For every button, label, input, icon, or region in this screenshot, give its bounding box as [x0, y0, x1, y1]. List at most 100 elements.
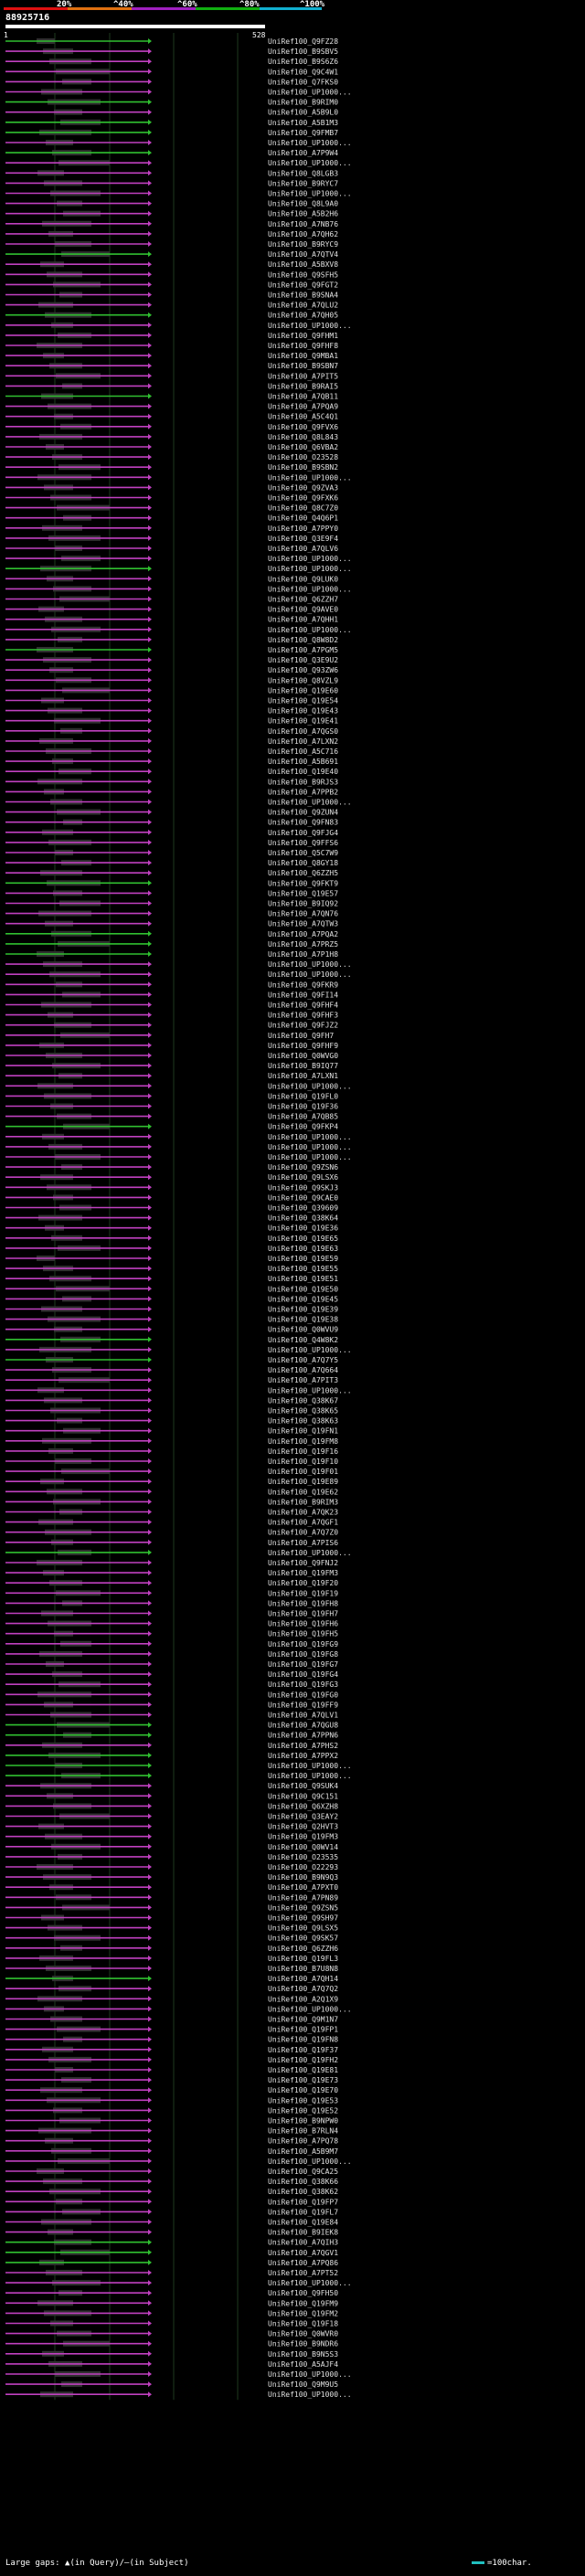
hit-arrow: [147, 2178, 152, 2185]
hit-label: UniRef100_A7PXT0: [268, 1883, 338, 1892]
hit-row: UniRef100_A7QLU2: [5, 302, 338, 310]
hit-row: UniRef100_Q19F01: [5, 1468, 338, 1476]
hit-label: UniRef100_A5BXV8: [268, 260, 338, 269]
hit-arrow: [147, 940, 152, 947]
hit-arrow: [147, 1661, 152, 1667]
hit-label: UniRef100_Q19FG3: [268, 1680, 338, 1689]
hit-label: UniRef100_A7P1H8: [268, 950, 338, 959]
hit-label: UniRef100_B9S6Z6: [268, 58, 338, 66]
hit-label: UniRef100_Q38K64: [268, 1214, 338, 1223]
hit-label: UniRef100_A7QK23: [268, 1509, 338, 1517]
hit-row: UniRef100_A7PPX2: [5, 1752, 338, 1760]
hit-label: UniRef100_B9RIM3: [268, 1498, 338, 1506]
hit-arrow: [147, 748, 152, 754]
hit-row: UniRef100_UP1000...: [5, 190, 352, 198]
query-id: 88925716: [5, 13, 50, 23]
hit-row: UniRef100_Q9FXK6: [5, 494, 338, 503]
hit-label: UniRef100_B9IQ77: [268, 1062, 338, 1070]
hit-arrow: [147, 1073, 152, 1079]
hit-row: UniRef100_Q9C4W1: [5, 68, 338, 76]
hit-label: UniRef100_UP1000...: [268, 159, 352, 167]
hit-arrow: [147, 1256, 152, 1261]
hit-arrow: [147, 89, 152, 95]
hit-row: UniRef100_Q19F37: [5, 2046, 338, 2054]
hit-label: UniRef100_Q9FHF8: [268, 342, 338, 350]
hit-arrow: [147, 281, 152, 288]
hit-arrow: [147, 1701, 152, 1708]
hit-arrow: [147, 930, 152, 937]
hit-arrow: [147, 140, 152, 145]
hit-arrow: [147, 1914, 152, 1921]
hit-arrow: [147, 2209, 152, 2215]
hit-label: UniRef100_Q3E9F4: [268, 535, 338, 543]
hit-arrow: [147, 1113, 152, 1119]
hit-row: UniRef100_A7QIH3: [5, 2239, 338, 2247]
hit-row: UniRef100_B9IQ92: [5, 900, 338, 908]
large-gaps-legend: Large gaps: ▲(in Query)/–(in Subject): [5, 2559, 189, 2568]
hit-label: UniRef100_Q9ZSN6: [268, 1163, 338, 1171]
hit-arrow: [147, 2320, 152, 2327]
hit-arrow: [147, 1499, 152, 1505]
hit-row: UniRef100_Q4Q6P1: [5, 514, 338, 523]
hit-label: UniRef100_UP1000...: [268, 2157, 352, 2166]
hit-label: UniRef100_B9N5S3: [268, 2350, 338, 2359]
hit-arrow: [147, 2310, 152, 2316]
scale-note: =100char.: [472, 2559, 532, 2568]
hit-arrow: [147, 1336, 152, 1342]
hit-label: UniRef100_A2Q1X9: [268, 1995, 338, 2003]
hit-arrow: [147, 1417, 152, 1424]
hit-arrow: [147, 99, 152, 105]
hit-row: UniRef100_Q3E9U2: [5, 656, 338, 664]
hit-label: UniRef100_A7PN89: [268, 1893, 338, 1902]
hit-row: UniRef100_Q19FM8: [5, 1437, 338, 1446]
hit-arrow: [147, 2107, 152, 2114]
hit-row: UniRef100_B9N9Q3: [5, 1873, 338, 1882]
hit-row: UniRef100_Q19E38: [5, 1316, 338, 1324]
hit-label: UniRef100_Q9FGT2: [268, 281, 338, 289]
hit-arrow: [147, 2077, 152, 2083]
hit-label: UniRef100_Q38K62: [268, 2188, 338, 2196]
hit-label: UniRef100_Q19FP7: [268, 2198, 338, 2206]
hit-arrow: [147, 2330, 152, 2337]
hit-arrow: [147, 271, 152, 278]
hit-label: UniRef100_Q19E52: [268, 2106, 338, 2115]
hit-label: UniRef100_B9IEK8: [268, 2229, 338, 2237]
hit-row: UniRef100_B7U8N8: [5, 1965, 338, 1973]
hit-arrow: [147, 991, 152, 998]
hit-label: UniRef100_A7LXN2: [268, 737, 338, 746]
hit-label: UniRef100_Q9M9U5: [268, 2380, 338, 2389]
hit-row: UniRef100_Q9M1N7: [5, 2016, 338, 2024]
hit-label: UniRef100_A7PRZ5: [268, 940, 338, 949]
hit-arrow: [147, 1002, 152, 1008]
hit-label: UniRef100_B7U8N8: [268, 1965, 338, 1973]
hit-label: UniRef100_A7Q7Z0: [268, 1529, 338, 1537]
hit-arrow: [147, 2189, 152, 2195]
hit-label: UniRef100_A7PQA9: [268, 403, 338, 411]
hit-arrow: [147, 1833, 152, 1839]
hit-row: UniRef100_O22293: [5, 1863, 338, 1871]
hit-label: UniRef100_A7PPB2: [268, 788, 338, 796]
hit-row: UniRef100_A7PT52: [5, 2269, 338, 2277]
hit-row: UniRef100_A5C4Q1: [5, 413, 338, 421]
hit-row: UniRef100_A2Q1X9: [5, 1995, 338, 2003]
hit-label: UniRef100_B9SNA4: [268, 292, 338, 300]
hit-arrow: [147, 1590, 152, 1596]
hit-row: UniRef100_A7QTV4: [5, 250, 338, 259]
hit-label: UniRef100_Q9ZSN5: [268, 1903, 338, 1912]
hit-arrow: [147, 525, 152, 531]
hit-arrow: [147, 2147, 152, 2154]
hit-arrow: [147, 200, 152, 207]
hit-row: UniRef100_B9IQ77: [5, 1062, 338, 1070]
hit-arrow: [147, 1823, 152, 1829]
hit-arrow: [147, 1640, 152, 1647]
hit-arrow: [147, 1894, 152, 1901]
hit-label: UniRef100_Q19E70: [268, 2086, 338, 2094]
hit-label: UniRef100_A7QGF1: [268, 1519, 338, 1527]
hit-label: UniRef100_Q19F19: [268, 1589, 338, 1597]
hit-arrow: [147, 1042, 152, 1048]
hit-label: UniRef100_UP1000...: [268, 960, 352, 969]
hit-row: UniRef100_Q8L843: [5, 433, 338, 441]
hit-arrow: [147, 769, 152, 775]
hit-label: UniRef100_Q9MBA1: [268, 352, 338, 360]
hit-arrow: [147, 1763, 152, 1768]
